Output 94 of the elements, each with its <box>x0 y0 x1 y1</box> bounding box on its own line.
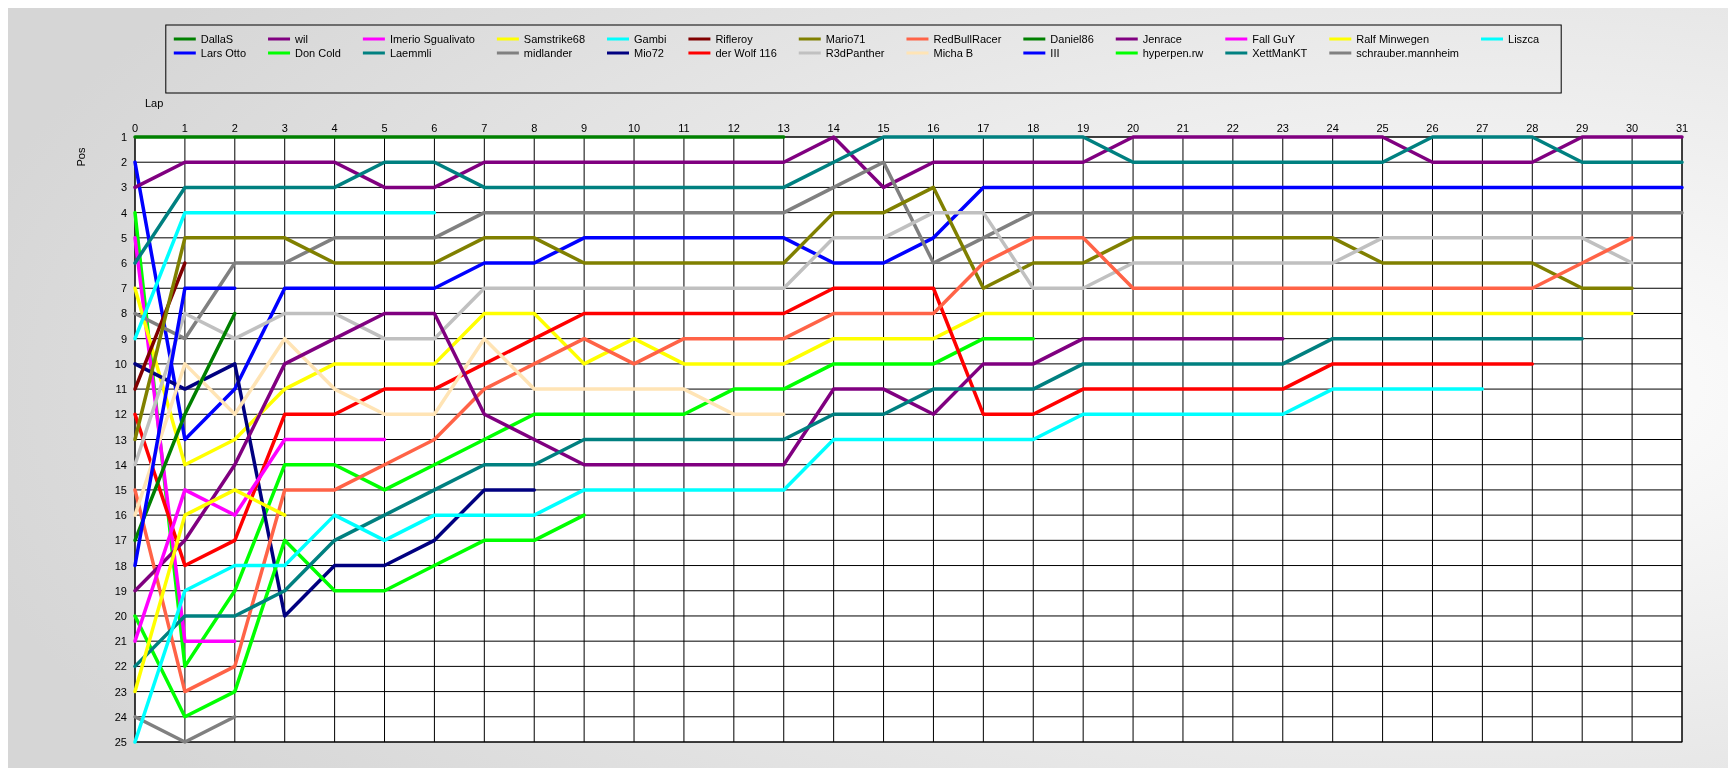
y-tick-label: 5 <box>120 231 127 244</box>
x-tick-label: 11 <box>678 122 690 134</box>
y-tick-label: 13 <box>114 433 127 446</box>
legend-label: XettManKT <box>1252 47 1308 59</box>
y-tick-label: 4 <box>120 206 127 219</box>
y-tick-label: 3 <box>120 181 127 194</box>
x-tick-label: 29 <box>1576 122 1589 134</box>
y-tick-label: 16 <box>114 509 127 522</box>
legend-label: Mario71 <box>825 33 866 45</box>
y-tick-label: 20 <box>114 609 127 622</box>
legend-label: wil <box>294 33 308 45</box>
x-tick-label: 18 <box>1027 122 1040 134</box>
x-axis-title: Lap <box>145 97 164 109</box>
legend-label: III <box>1050 47 1060 59</box>
line-series <box>133 336 786 517</box>
x-tick-label: 10 <box>627 122 641 134</box>
legend-label: Micha B <box>933 47 974 59</box>
x-tick-label: 12 <box>727 122 740 134</box>
y-axis-title: Pos <box>75 147 87 167</box>
line-series <box>133 210 1634 467</box>
legend-label: DallaS <box>200 33 234 45</box>
legend-label: RedBullRacer <box>933 33 1002 45</box>
legend-label: Laemmli <box>389 47 432 59</box>
legend-label: Samstrike68 <box>523 33 586 45</box>
line-series <box>133 160 1684 341</box>
x-tick-label: 15 <box>877 122 890 134</box>
legend-label: R3dPanther <box>825 47 885 59</box>
y-tick-label: 25 <box>114 736 127 748</box>
line-series <box>133 286 1634 467</box>
legend-label: Don Cold <box>295 47 341 59</box>
x-tick-label: 20 <box>1126 122 1140 134</box>
y-tick-label: 11 <box>115 383 127 396</box>
line-series <box>133 513 586 719</box>
legend-label: Gambi <box>634 33 667 45</box>
x-tick-label: 9 <box>581 122 588 134</box>
y-tick-label: 22 <box>114 660 127 673</box>
x-tick-label: 4 <box>331 122 338 134</box>
x-tick-label: 26 <box>1426 122 1439 134</box>
x-tick-label: 30 <box>1625 122 1639 134</box>
x-tick-label: 13 <box>777 122 790 134</box>
x-tick-label: 28 <box>1526 122 1539 134</box>
x-tick-label: 8 <box>531 122 538 134</box>
y-tick-label: 2 <box>120 156 127 169</box>
y-tick-label: 14 <box>114 458 127 471</box>
x-tick-label: 2 <box>231 122 238 134</box>
y-tick-label: 12 <box>114 408 127 421</box>
y-tick-label: 18 <box>114 559 127 572</box>
x-tick-label: 0 <box>131 122 139 134</box>
y-tick-label: 19 <box>114 584 127 597</box>
x-tick-label: 27 <box>1476 122 1489 134</box>
x-tick-label: 23 <box>1276 122 1289 134</box>
x-tick-label: 25 <box>1376 122 1389 134</box>
x-tick-label: 22 <box>1226 122 1239 134</box>
y-tick-label: 21 <box>114 635 127 648</box>
legend-label: midlander <box>523 47 573 59</box>
x-tick-label: 7 <box>481 122 488 134</box>
legend-label: Jenrace <box>1142 33 1182 45</box>
legend-label: Imerio Sgualivato <box>389 33 475 45</box>
x-tick-label: 3 <box>281 122 288 134</box>
legend-label: Ralf Minwegen <box>1356 33 1430 45</box>
line-series <box>133 311 1285 593</box>
legend-label: der Wolf 116 <box>715 47 777 59</box>
y-tick-label: 6 <box>120 257 127 270</box>
x-tick-label: 21 <box>1176 122 1190 134</box>
x-tick-label: 5 <box>381 122 388 134</box>
y-tick-label: 7 <box>120 282 127 295</box>
legend-label: Fall GuY <box>1252 33 1296 45</box>
legend-label: Lars Otto <box>200 47 247 59</box>
x-tick-label: 17 <box>977 122 990 134</box>
legend-label: Liszca <box>1508 33 1541 45</box>
y-tick-label: 15 <box>114 483 127 496</box>
legend-label: schrauber.mannheim <box>1356 47 1460 59</box>
legend-label: Daniel86 <box>1050 33 1094 45</box>
x-tick-label: 24 <box>1326 122 1339 134</box>
x-tick-label: 6 <box>431 122 438 134</box>
legend-label: Rifleroy <box>715 33 754 45</box>
line-series <box>133 387 1485 744</box>
y-tick-label: 8 <box>120 307 127 320</box>
x-tick-label: 1 <box>181 122 188 134</box>
line-series <box>133 286 1535 568</box>
line-series <box>133 236 1634 694</box>
x-tick-label: 31 <box>1675 122 1689 134</box>
x-tick-label: 19 <box>1077 122 1090 134</box>
x-tick-label: 16 <box>927 122 940 134</box>
legend-label: hyperpen.rw <box>1142 47 1204 59</box>
y-tick-label: 23 <box>114 685 127 698</box>
x-tick-label: 14 <box>827 122 840 134</box>
y-tick-label: 9 <box>120 332 127 345</box>
y-tick-label: 1 <box>120 131 127 143</box>
y-tick-label: 17 <box>114 534 127 547</box>
y-tick-label: 24 <box>114 710 127 723</box>
y-tick-label: 10 <box>114 357 127 370</box>
legend-label: Mio72 <box>634 47 664 59</box>
line-series <box>133 336 1584 669</box>
